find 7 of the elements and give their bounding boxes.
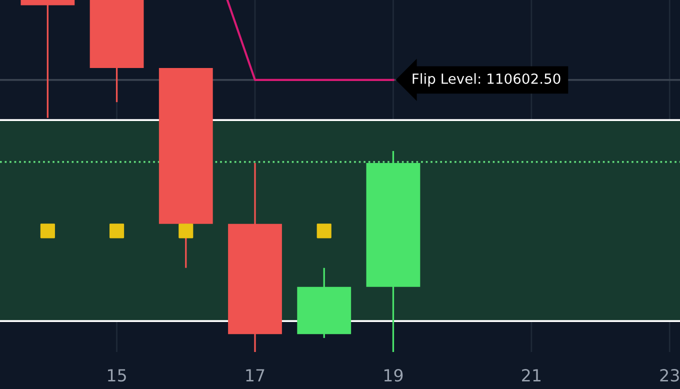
x-tick-label: 15 (108, 369, 126, 382)
x-tick-label: 21 (522, 369, 540, 382)
x-tick-label: 23 (660, 369, 679, 382)
x-tick-label: 19 (384, 369, 403, 382)
annotation: Flip Level: 110602.50 (412, 73, 560, 87)
x-tick-label: 17 (246, 369, 264, 382)
candlestick (20, 0, 75, 119)
